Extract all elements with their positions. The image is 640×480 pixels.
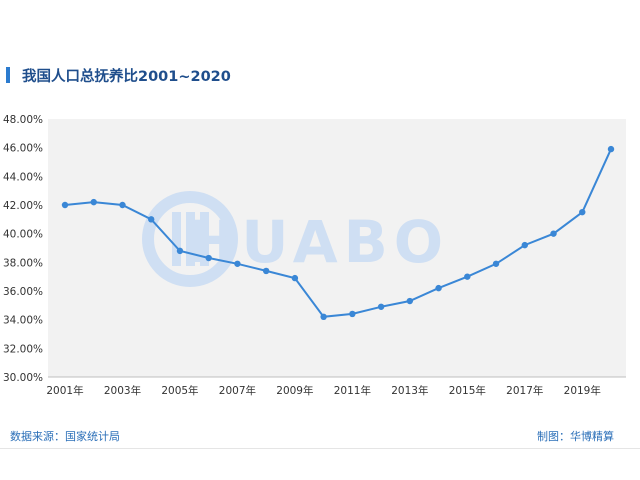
x-tick-label: 2015年 [449, 384, 486, 397]
data-points [61, 145, 615, 320]
y-tick-label: 36.00% [3, 286, 43, 298]
data-point [234, 260, 241, 267]
data-point [90, 198, 97, 206]
footer-divider [0, 448, 640, 449]
data-point [464, 273, 471, 280]
data-source: 数据来源：国家统计局 [10, 430, 120, 443]
x-tick-label: 2005年 [161, 384, 198, 397]
x-tick-label: 2009年 [276, 384, 313, 397]
x-axis: 2001年 2003年 2005年 2007年 2009年 2011年 2013年 2015年… [46, 384, 600, 397]
data-point [262, 267, 270, 275]
x-tick-label: 2003年 [104, 384, 141, 397]
data-point [406, 297, 414, 305]
line-chart: HUABO 30.00% 32.00% 34.00% 36.00% 38.00% 40.0… [0, 104, 640, 404]
chart-svg: HUABO 30.00%32.00%34.00%36.00%38.00%40.0… [3, 114, 626, 397]
x-tick-label: 2007年 [219, 384, 256, 397]
data-point [349, 310, 356, 318]
watermark-logo [142, 191, 238, 287]
y-tick-label: 38.00% [3, 257, 43, 269]
y-axis: 30.00% 32.00% 34.00% 36.00% 38.00% 40.00% 42.0… [3, 114, 43, 384]
chart-title-bar: 我国人口总抚养比2001~2020 [0, 64, 640, 86]
data-point [205, 254, 212, 262]
data-point [521, 241, 528, 249]
x-tick-label: 2017年 [506, 384, 543, 397]
title-accent-bar [6, 67, 10, 83]
data-point [176, 247, 184, 255]
y-tick-label: 42.00% [3, 200, 43, 212]
y-tick-label: 32.00% [3, 343, 43, 355]
data-point [377, 303, 385, 310]
chart-title: 我国人口总抚养比2001~2020 [22, 69, 231, 85]
chart-credit: 制图：华博精算 [537, 430, 614, 443]
data-point [148, 216, 155, 223]
data-point [607, 145, 615, 153]
y-tick-label: 48.00% [3, 114, 43, 126]
data-point [291, 274, 299, 282]
data-point [320, 313, 327, 320]
data-point [435, 284, 442, 292]
data-point [119, 201, 126, 209]
x-tick-label: 2011年 [334, 384, 371, 397]
y-tick-label: 44.00% [3, 171, 43, 183]
y-tick-label: 40.00% [3, 229, 43, 241]
y-tick-label: 30.00% [3, 372, 43, 384]
data-point [579, 208, 586, 216]
data-point [550, 230, 557, 237]
x-tick-label: 2013年 [391, 384, 428, 397]
x-tick-label: 2019年 [564, 384, 601, 397]
data-point [492, 260, 500, 267]
y-tick-label: 46.00% [3, 143, 43, 155]
data-point [61, 201, 69, 209]
y-tick-label: 34.00% [3, 315, 43, 327]
series-line [64, 148, 612, 318]
x-tick-label: 2001年 [46, 384, 83, 397]
